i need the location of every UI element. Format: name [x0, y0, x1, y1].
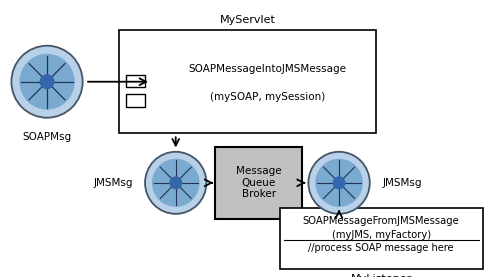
Text: SOAPMessageFromJMSMessage: SOAPMessageFromJMSMessage [303, 216, 459, 225]
Text: MyListener: MyListener [350, 274, 412, 277]
FancyBboxPatch shape [119, 30, 376, 133]
Ellipse shape [169, 176, 182, 189]
Ellipse shape [333, 176, 346, 189]
Text: SOAPMessageIntoJMSMessage: SOAPMessageIntoJMSMessage [188, 65, 346, 75]
Ellipse shape [315, 159, 363, 207]
Ellipse shape [145, 152, 206, 214]
Ellipse shape [152, 159, 199, 207]
Text: JMSMsg: JMSMsg [382, 178, 422, 188]
FancyBboxPatch shape [215, 147, 302, 219]
Bar [126, 75, 145, 87]
Ellipse shape [40, 74, 54, 89]
Text: (mySOAP, mySession): (mySOAP, mySession) [210, 92, 325, 102]
Ellipse shape [11, 46, 83, 118]
Text: //process SOAP message here: //process SOAP message here [308, 243, 454, 253]
Text: MyServlet: MyServlet [220, 15, 275, 25]
Text: (myJMS, myFactory): (myJMS, myFactory) [332, 230, 431, 240]
Bar [126, 94, 145, 107]
Text: Message
Queue
Broker: Message Queue Broker [236, 166, 282, 199]
Ellipse shape [308, 152, 370, 214]
FancyBboxPatch shape [280, 208, 483, 269]
Text: SOAPMsg: SOAPMsg [22, 132, 72, 142]
Ellipse shape [19, 54, 75, 110]
Text: JMSMsg: JMSMsg [93, 178, 133, 188]
